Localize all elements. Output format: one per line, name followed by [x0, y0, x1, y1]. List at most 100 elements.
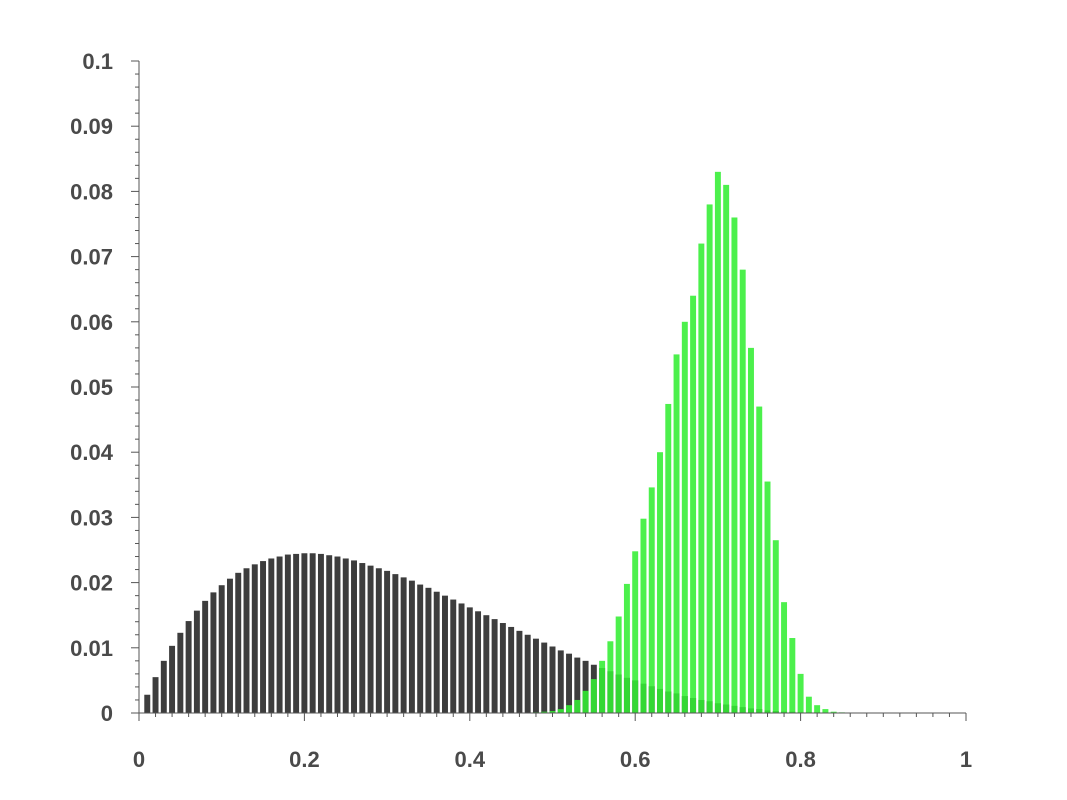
histogram-bar	[640, 518, 647, 713]
histogram-bar	[483, 615, 490, 713]
histogram-bar	[276, 556, 283, 713]
histogram-bar	[218, 585, 225, 713]
x-tick-label: 1	[960, 747, 972, 772]
histogram-bar	[367, 565, 374, 713]
histogram-bar	[549, 711, 556, 713]
histogram-bar	[541, 642, 548, 713]
histogram-bar	[491, 619, 498, 713]
histogram-bar	[268, 558, 275, 713]
y-tick-label: 0.03	[70, 505, 113, 530]
y-tick-label: 0.02	[70, 571, 113, 596]
histogram-bar	[549, 646, 556, 713]
histogram-bar	[797, 673, 804, 713]
histogram-bar	[698, 243, 705, 713]
y-tick-label: 0.07	[70, 245, 113, 270]
histogram-bar	[731, 217, 738, 714]
histogram-bar	[210, 592, 217, 713]
histogram-bar	[359, 563, 366, 713]
histogram-bar	[764, 481, 771, 713]
histogram-bar	[243, 568, 250, 713]
histogram-bar	[566, 653, 573, 713]
histogram-bar	[557, 709, 564, 713]
x-ticks: 0 0.2 0.4 0.6 0.8 1	[133, 713, 972, 772]
histogram-bar	[673, 354, 680, 713]
histogram-bar	[301, 553, 308, 713]
histogram-bar	[590, 679, 597, 713]
y-ticks: 0 0.01 0.02 0.03 0.04 0.05 0.06 0.07 0.08 0.09 0.1	[70, 49, 139, 726]
histogram-bar	[582, 660, 589, 713]
y-tick-label: 0.01	[70, 636, 113, 661]
histogram-bar	[169, 645, 176, 713]
histogram-bar	[425, 587, 432, 713]
histogram-bar	[433, 591, 440, 713]
histogram-bar	[822, 709, 829, 713]
histogram-bar	[442, 595, 448, 713]
histogram-bar	[317, 553, 324, 713]
histogram-bar	[789, 638, 796, 713]
histogram-bar	[226, 578, 233, 713]
histogram-bar	[152, 677, 159, 713]
histogram-bar	[566, 705, 573, 713]
histogram-bar	[466, 607, 473, 713]
histogram-bar	[408, 580, 415, 713]
histogram-bar	[756, 406, 763, 713]
histogram-bar	[615, 616, 622, 713]
histogram-bar	[450, 599, 457, 713]
histogram-bar	[681, 321, 688, 713]
histogram-bar	[516, 630, 523, 713]
series-green-bars	[532, 171, 845, 714]
histogram-bar	[748, 347, 754, 713]
histogram-bar	[723, 184, 730, 713]
x-tick-label: 0.2	[289, 747, 320, 772]
histogram-bar	[499, 623, 506, 713]
y-tick-label: 0.09	[70, 114, 113, 139]
histogram-bar	[334, 556, 341, 713]
histogram-bar	[607, 641, 614, 713]
histogram-bar	[251, 564, 258, 713]
x-tick-label: 0.4	[455, 747, 486, 772]
histogram-bar	[772, 540, 779, 713]
y-tick-label: 0.06	[70, 310, 113, 335]
histogram-bar	[400, 577, 407, 713]
histogram-bar	[144, 694, 151, 713]
histogram-bar	[814, 705, 821, 713]
histogram-bar	[582, 690, 589, 713]
histogram-bar	[739, 269, 746, 713]
y-tick-label: 0	[101, 701, 113, 726]
histogram-bar	[202, 600, 209, 713]
histogram-bar	[284, 554, 291, 713]
histogram-bar	[574, 699, 581, 713]
histogram-bar	[657, 452, 663, 713]
histogram-bar	[706, 204, 713, 713]
histogram-bar	[648, 487, 655, 713]
histogram-bar	[574, 657, 581, 713]
histogram-bar	[665, 403, 672, 713]
histogram-bar	[458, 603, 465, 713]
histogram-bar	[557, 650, 564, 713]
histogram-bar	[375, 568, 382, 713]
histogram-bar	[326, 555, 333, 713]
histogram-bar	[193, 610, 200, 713]
histogram-bar	[235, 572, 242, 713]
histogram-bar	[690, 295, 697, 713]
histogram-bar	[342, 558, 349, 713]
x-tick-label: 0.6	[620, 747, 651, 772]
histogram-bar	[293, 553, 300, 713]
histogram-bar	[623, 583, 630, 713]
histogram-bar	[392, 574, 399, 713]
histogram-bar	[185, 621, 192, 713]
x-tick-label: 0	[133, 747, 145, 772]
x-tick-label: 0.8	[785, 747, 816, 772]
histogram-bar	[417, 584, 424, 713]
histogram-bar	[384, 570, 391, 713]
histogram-bar	[351, 560, 357, 713]
histogram-bar	[805, 696, 812, 713]
histogram-bar	[714, 171, 721, 714]
y-tick-label: 0.05	[70, 375, 113, 400]
y-tick-label: 0.1	[82, 49, 113, 74]
histogram-bar	[160, 660, 167, 713]
histogram-bar	[309, 553, 316, 713]
histogram-bar	[830, 711, 837, 713]
